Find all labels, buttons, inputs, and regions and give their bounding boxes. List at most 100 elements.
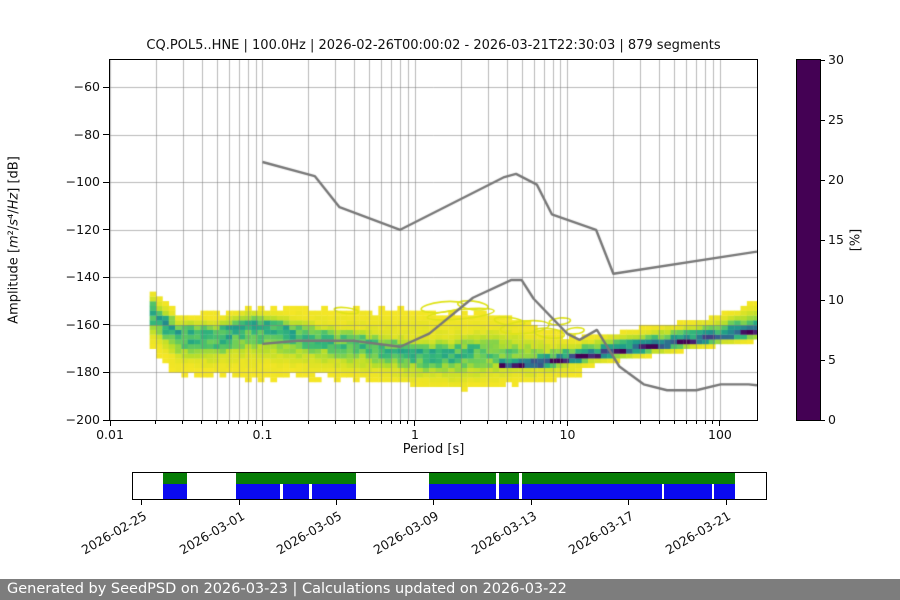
x-axis-minor-tick	[460, 420, 462, 424]
date-tick-label: 2026-03-21	[663, 508, 734, 558]
coverage-segment	[428, 473, 497, 484]
x-axis-minor-tick	[247, 420, 249, 424]
x-axis-minor-tick	[407, 420, 409, 424]
x-axis-tick	[261, 420, 263, 426]
y-axis-tick	[103, 134, 109, 136]
y-axis-tick-label: −120	[65, 221, 100, 237]
y-axis-tick	[103, 419, 109, 421]
x-axis-minor-tick	[238, 420, 240, 424]
colorbar-tick-label: 15	[828, 232, 844, 247]
date-tick	[433, 500, 435, 505]
x-axis-minor-tick	[399, 420, 401, 424]
x-axis-minor-tick	[228, 420, 230, 424]
y-axis-tick-label: −160	[65, 316, 100, 332]
colorbar-tick	[821, 119, 825, 121]
availability-timeline	[132, 472, 767, 500]
x-axis-minor-tick	[353, 420, 355, 424]
y-axis-tick-label: −180	[65, 364, 100, 380]
date-tick-label: 2026-03-09	[371, 508, 442, 558]
y-axis-label: Amplitude [m²/s⁴/Hz] [dB]	[6, 156, 22, 324]
x-axis-minor-tick	[201, 420, 203, 424]
y-axis-tick	[103, 276, 109, 278]
date-tick	[238, 500, 240, 505]
x-axis-minor-tick	[487, 420, 489, 424]
x-axis-minor-tick	[155, 420, 157, 424]
data-segment	[664, 484, 712, 499]
colorbar-tick	[821, 299, 825, 301]
y-axis-tick	[103, 371, 109, 373]
y-axis-tick-label: −60	[73, 79, 100, 95]
colorbar	[796, 59, 821, 421]
x-axis-tick-label: 1	[410, 427, 419, 442]
data-segment	[283, 484, 309, 499]
x-axis-tick	[414, 420, 416, 426]
x-axis-minor-tick	[559, 420, 561, 424]
x-axis-minor-tick	[334, 420, 336, 424]
x-axis-tick-label: 100	[708, 427, 732, 442]
x-axis-minor-tick	[506, 420, 508, 424]
colorbar-tick-label: 30	[828, 52, 844, 67]
y-axis-tick-label: −200	[65, 412, 100, 427]
x-axis-minor-tick	[552, 420, 554, 424]
x-axis-tick	[109, 420, 111, 426]
y-axis-tick	[103, 324, 109, 326]
x-axis-minor-tick	[216, 420, 218, 424]
x-axis-minor-tick	[704, 420, 706, 424]
colorbar-tick-label: 5	[828, 352, 836, 367]
coverage-segment	[163, 473, 188, 484]
colorbar-tick	[821, 59, 825, 61]
data-segment	[236, 484, 281, 499]
x-axis-minor-tick	[521, 420, 523, 424]
coverage-segment	[521, 473, 735, 484]
colorbar-tick-label: 20	[828, 172, 844, 187]
x-axis-minor-tick	[673, 420, 675, 424]
date-tick-label: 2026-02-25	[79, 508, 150, 558]
y-axis-tick-label: −140	[65, 269, 100, 285]
colorbar-tick-label: 10	[828, 292, 844, 307]
x-axis-minor-tick	[695, 420, 697, 424]
date-tick	[336, 500, 338, 505]
y-axis-tick-label: −80	[73, 126, 100, 142]
date-tick	[141, 500, 143, 505]
plot-title: CQ.POL5..HNE | 100.0Hz | 2026-02-26T00:0…	[146, 38, 721, 53]
x-axis-minor-tick	[380, 420, 382, 424]
data-segment	[521, 484, 662, 499]
x-axis-minor-tick	[543, 420, 545, 424]
date-tick-label: 2026-03-17	[565, 508, 637, 558]
data-segment	[498, 484, 520, 499]
colorbar-tick	[821, 179, 825, 181]
colorbar-label: [%]	[848, 228, 864, 252]
y-axis-tick	[103, 229, 109, 231]
data-segment	[428, 484, 497, 499]
x-axis-minor-tick	[712, 420, 714, 424]
colorbar-tick	[821, 419, 825, 421]
date-tick-label: 2026-03-13	[468, 508, 539, 558]
y-axis-tick	[103, 86, 109, 88]
data-segment	[163, 484, 188, 499]
x-axis-tick-label: 10	[559, 427, 576, 442]
date-tick	[628, 500, 630, 505]
x-axis-tick	[566, 420, 568, 426]
colorbar-tick	[821, 239, 825, 241]
colorbar-tick-label: 0	[828, 412, 836, 427]
x-axis-tick-label: 0.01	[96, 427, 124, 442]
x-axis-minor-tick	[255, 420, 256, 424]
x-axis-minor-tick	[612, 420, 614, 424]
x-axis-minor-tick	[639, 420, 641, 424]
date-tick-label: 2026-03-01	[176, 508, 247, 558]
x-axis-minor-tick	[182, 420, 184, 424]
ppsd-plot-area	[109, 59, 758, 421]
y-axis-tick-label: −100	[65, 174, 100, 190]
ppsd-heatmap-canvas	[110, 60, 757, 420]
colorbar-tick	[821, 359, 825, 361]
footer-status-bar: Generated by SeedPSD on 2026-03-23 | Cal…	[0, 579, 900, 600]
colorbar-tick-label: 25	[828, 112, 844, 127]
x-axis-tick-label: 0.1	[252, 427, 273, 442]
y-axis-tick	[103, 181, 109, 183]
x-axis-minor-tick	[658, 420, 660, 424]
x-axis-minor-tick	[307, 420, 309, 424]
x-axis-label: Period [s]	[402, 442, 465, 457]
data-segment	[311, 484, 356, 499]
coverage-segment	[236, 473, 356, 484]
